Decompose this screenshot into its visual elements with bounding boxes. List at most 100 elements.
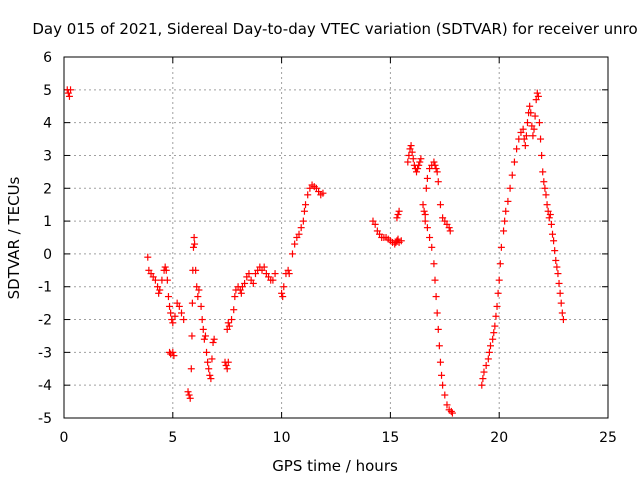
data-point <box>417 155 425 163</box>
data-point <box>304 191 312 199</box>
series-arc-14h <box>369 207 405 248</box>
x-tick-label: 10 <box>273 430 291 446</box>
data-point <box>249 279 257 287</box>
data-point <box>556 289 564 297</box>
data-point <box>519 125 527 133</box>
data-point <box>404 158 412 166</box>
data-point <box>441 391 449 399</box>
data-point <box>428 243 436 251</box>
data-point <box>395 207 403 215</box>
data-point <box>205 365 213 373</box>
data-point <box>506 184 514 192</box>
data-point <box>407 142 415 150</box>
data-point <box>241 279 249 287</box>
data-point <box>443 401 451 409</box>
data-point <box>431 161 439 169</box>
data-point <box>186 394 194 402</box>
data-point <box>416 158 424 166</box>
data-point <box>426 234 434 241</box>
data-point <box>546 211 554 219</box>
data-point <box>553 263 561 271</box>
data-point <box>302 201 310 209</box>
y-tick-label: 2 <box>43 181 52 197</box>
data-point <box>422 184 430 192</box>
data-point <box>434 325 442 333</box>
data-point <box>432 165 440 173</box>
data-point <box>280 283 288 291</box>
data-point <box>151 276 159 284</box>
data-point <box>163 276 171 284</box>
y-tick-label: 4 <box>43 116 52 132</box>
data-point <box>447 407 455 415</box>
series-arc-06h <box>184 234 218 402</box>
data-point <box>164 293 172 301</box>
data-point <box>445 224 453 232</box>
data-point <box>522 132 530 140</box>
data-point <box>371 220 379 228</box>
data-point <box>554 270 562 278</box>
data-point <box>208 355 216 363</box>
data-point <box>526 102 534 110</box>
data-point <box>508 171 516 179</box>
data-point <box>510 158 518 166</box>
data-point <box>201 332 209 340</box>
data-point <box>513 145 521 153</box>
data-point <box>170 352 178 360</box>
y-tick-label: -2 <box>38 313 52 329</box>
data-point <box>144 253 152 261</box>
data-point <box>502 207 510 215</box>
data-point <box>237 289 245 297</box>
data-point <box>394 235 402 243</box>
data-point <box>537 135 545 143</box>
series-arc-10h <box>278 181 327 301</box>
y-tick-label: 5 <box>43 83 52 99</box>
data-point <box>162 266 170 274</box>
data-point <box>169 319 177 327</box>
data-point <box>197 302 205 310</box>
data-point <box>231 293 239 301</box>
data-point <box>438 371 446 379</box>
axis-ticks: 0 5 10 15 20 25 -5 -4 -3 -2 -1 0 1 2 3 4 5 6 <box>38 50 617 446</box>
data-point <box>480 368 488 376</box>
data-point <box>190 234 198 241</box>
data-point <box>188 299 196 307</box>
data-point <box>291 240 299 248</box>
data-point <box>493 302 501 310</box>
data-point <box>521 142 529 150</box>
data-point <box>279 293 287 301</box>
data-point <box>559 316 567 324</box>
data-point <box>446 227 454 235</box>
data-point <box>494 289 502 297</box>
data-point <box>207 375 215 383</box>
data-point <box>198 316 206 324</box>
data-point <box>486 342 494 350</box>
data-point <box>430 158 438 166</box>
data-point <box>479 375 487 383</box>
data-point <box>432 293 440 301</box>
data-point <box>210 335 218 343</box>
data-point <box>423 174 431 182</box>
data-point <box>539 168 547 176</box>
data-point <box>538 151 546 159</box>
data-point <box>555 279 563 287</box>
y-axis-label: SDTVAR / TECUs <box>5 176 23 299</box>
x-tick-label: 0 <box>60 430 69 446</box>
data-point <box>419 201 427 209</box>
x-tick-label: 15 <box>381 430 399 446</box>
data-point <box>288 250 296 258</box>
data-point <box>194 293 202 301</box>
x-tick-label: 5 <box>168 430 177 446</box>
plot-frame <box>63 56 609 419</box>
data-point <box>430 260 438 268</box>
data-point <box>431 276 439 284</box>
data-point <box>533 89 541 97</box>
series-arc-00h <box>63 86 75 100</box>
data-point <box>435 342 443 350</box>
data-point <box>500 227 508 235</box>
data-point <box>393 214 401 222</box>
data-point <box>540 178 548 186</box>
data-point <box>545 214 553 222</box>
chart-title: Day 015 of 2021, Sidereal Day-to-day VTE… <box>32 20 637 38</box>
data-point <box>189 243 197 251</box>
data-point <box>485 348 493 356</box>
